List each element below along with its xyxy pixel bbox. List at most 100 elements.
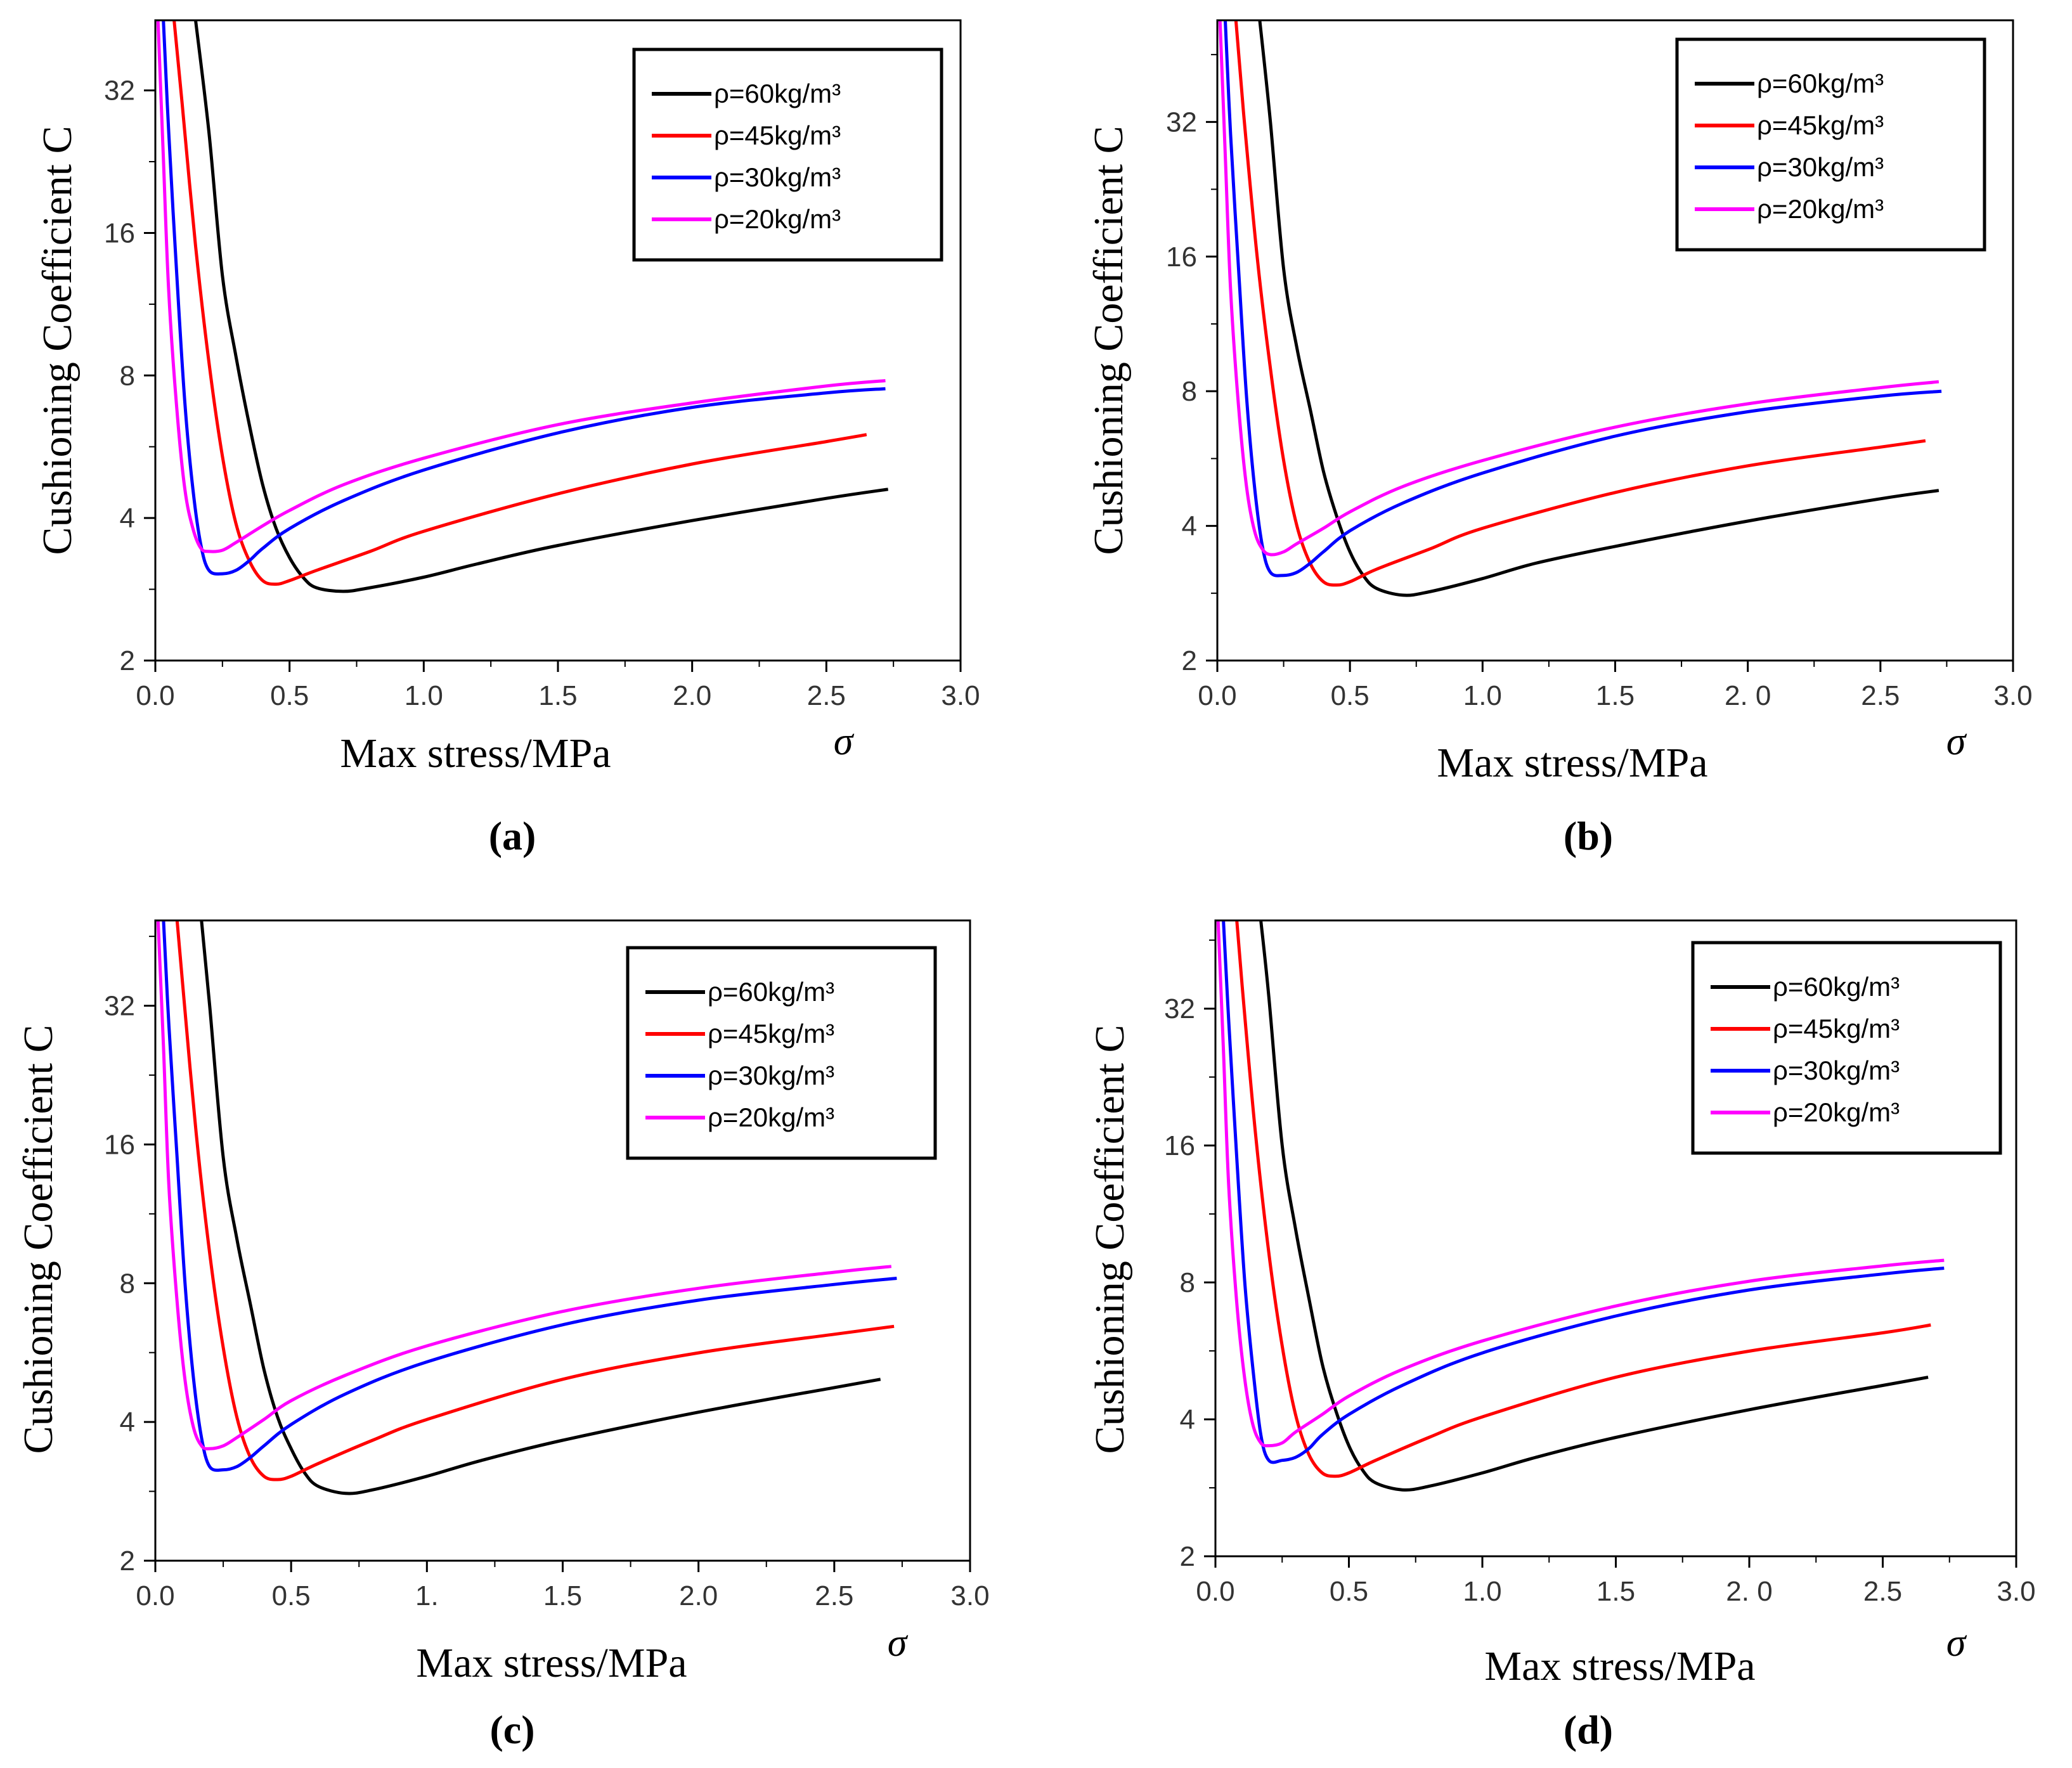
series-line-3: [1216, 920, 1945, 1448]
x-axis-label: Max stress/MPa: [1484, 1643, 1755, 1689]
y-tick-label: 32: [1164, 993, 1195, 1024]
legend-label-1: ρ=45kg/m³: [714, 120, 841, 150]
x-tick-label: 2.0: [679, 1580, 718, 1611]
x-tick-label: 0.0: [136, 1580, 174, 1611]
x-tick-label: 3.0: [1997, 1576, 2035, 1607]
y-axis-label: Cushioning Coefficient C: [15, 1024, 62, 1454]
legend-box: [632, 48, 943, 262]
y-tick-label: 8: [1182, 376, 1197, 407]
series-line-0: [194, 20, 889, 593]
y-axis-label: Cushioning Coefficient C: [1087, 1024, 1133, 1454]
x-tick-label: 2.5: [1861, 680, 1900, 711]
chart-panel-c: 0.0 0.5 1. 1.5 2.0 2.5 3.0 2 4 8 16 32 Max stress/MP…: [15, 919, 990, 1752]
y-tick-label: 2: [1182, 645, 1197, 676]
sigma-symbol: σ: [1946, 1622, 1967, 1665]
legend-box: [1691, 941, 2002, 1155]
legend-label-0: ρ=60kg/m³: [714, 79, 841, 108]
legend-label-1: ρ=45kg/m³: [1757, 110, 1884, 140]
y-tick-label: 32: [104, 75, 135, 106]
y-axis-label: Cushioning Coefficient C: [1085, 126, 1132, 555]
series-group: [156, 20, 889, 593]
x-tick-label: 0.5: [270, 680, 309, 711]
series-line-0: [1258, 20, 1939, 597]
legend-label-0: ρ=60kg/m³: [1757, 68, 1884, 98]
panel-caption: (b): [1564, 813, 1613, 858]
legend-label-0: ρ=60kg/m³: [708, 977, 834, 1007]
x-tick-label: 1.5: [1596, 1576, 1635, 1607]
legend-label-0: ρ=60kg/m³: [1773, 972, 1900, 1002]
x-tick-label: 1.0: [1463, 680, 1502, 711]
y-tick-label: 8: [1180, 1267, 1195, 1298]
y-tick-label: 16: [104, 217, 135, 248]
legend: ρ=60kg/m³ ρ=45kg/m³ ρ=30kg/m³ ρ=20kg/m³: [1691, 941, 2002, 1155]
x-tick-label: 1.0: [405, 680, 443, 711]
y-tick-label: 4: [1182, 511, 1197, 542]
y-tick-label: 2: [1180, 1541, 1195, 1572]
series-line-2: [1222, 920, 1945, 1464]
x-tick-label: 0.0: [1198, 680, 1236, 711]
x-tick-label: 2.5: [1863, 1576, 1902, 1607]
x-tick-label: 0.5: [272, 1580, 311, 1611]
y-tick-label: 4: [120, 1407, 135, 1438]
chart-panel-d: 0.0 0.5 1.0 1.5 2. 0 2.5 3.0 2 4 8 16 32 Max stress/…: [1087, 919, 2036, 1752]
y-tick-label: 16: [1164, 1130, 1195, 1161]
series-group: [1218, 20, 1942, 597]
series-line-3: [156, 920, 892, 1450]
x-tick-label: 0.0: [136, 680, 174, 711]
series-line-1: [1235, 920, 1931, 1478]
legend-label-3: ρ=20kg/m³: [708, 1102, 834, 1132]
x-tick-label: 2.0: [673, 680, 711, 711]
series-line-1: [1234, 20, 1926, 587]
legend: ρ=60kg/m³ ρ=45kg/m³ ρ=30kg/m³ ρ=20kg/m³: [632, 48, 943, 262]
chart-panel-a: 0.0 0.5 1.0 1.5 2.0 2.5 3.0 2 4 8 16 32 Max stress/M…: [34, 19, 980, 858]
y-tick-label: 4: [1180, 1404, 1195, 1435]
series-line-3: [1218, 20, 1939, 557]
legend-label-2: ρ=30kg/m³: [1773, 1055, 1900, 1085]
x-tick-label: 3.0: [950, 1580, 989, 1611]
panel-caption: (a): [489, 813, 536, 858]
legend-label-3: ρ=20kg/m³: [714, 204, 841, 234]
x-tick-label: 2.5: [815, 1580, 853, 1611]
y-tick-label: 2: [120, 1545, 135, 1577]
x-axis-label: Max stress/MPa: [340, 730, 611, 777]
x-axis-label: Max stress/MPa: [1437, 740, 1707, 786]
x-tick-label: 1.0: [1463, 1576, 1501, 1607]
x-tick-label: 2. 0: [1725, 680, 1771, 711]
series-line-2: [1224, 20, 1942, 578]
panel-caption: (d): [1564, 1707, 1613, 1752]
sigma-symbol: σ: [1946, 720, 1967, 763]
legend-label-1: ρ=45kg/m³: [1773, 1014, 1900, 1043]
y-tick-label: 32: [104, 991, 135, 1022]
chart-panel-b: 0.0 0.5 1.0 1.5 2. 0 2.5 3.0 2 4 8 16 32 Max stress/…: [1085, 19, 2033, 858]
x-tick-label: 1.5: [1596, 680, 1635, 711]
series-line-0: [200, 920, 881, 1495]
sigma-symbol: σ: [834, 720, 855, 763]
legend-label-3: ρ=20kg/m³: [1773, 1097, 1900, 1127]
sigma-symbol: σ: [888, 1622, 909, 1665]
x-tick-label: 3.0: [941, 680, 980, 711]
series-line-2: [162, 20, 886, 576]
x-tick-label: 2. 0: [1726, 1576, 1772, 1607]
x-tick-label: 3.0: [1993, 680, 2032, 711]
legend-label-3: ρ=20kg/m³: [1757, 194, 1884, 224]
legend-label-2: ρ=30kg/m³: [714, 162, 841, 192]
panel-caption: (c): [489, 1707, 534, 1752]
x-tick-label: 1.: [415, 1580, 439, 1611]
series-group: [1216, 920, 1945, 1492]
y-tick-label: 8: [120, 360, 135, 391]
x-axis-label: Max stress/MPa: [416, 1640, 687, 1686]
x-tick-label: 1.5: [543, 1580, 582, 1611]
legend-box: [1675, 37, 1986, 252]
series-line-2: [162, 920, 897, 1472]
y-tick-label: 2: [120, 645, 135, 676]
y-tick-label: 16: [1166, 242, 1197, 273]
series-line-1: [172, 20, 867, 586]
y-axis-label: Cushioning Coefficient C: [34, 126, 81, 555]
x-tick-label: 0.5: [1330, 1576, 1368, 1607]
y-tick-label: 4: [120, 503, 135, 534]
x-tick-label: 0.0: [1196, 1576, 1234, 1607]
legend-label-2: ρ=30kg/m³: [1757, 152, 1884, 182]
legend-label-1: ρ=45kg/m³: [708, 1019, 834, 1049]
